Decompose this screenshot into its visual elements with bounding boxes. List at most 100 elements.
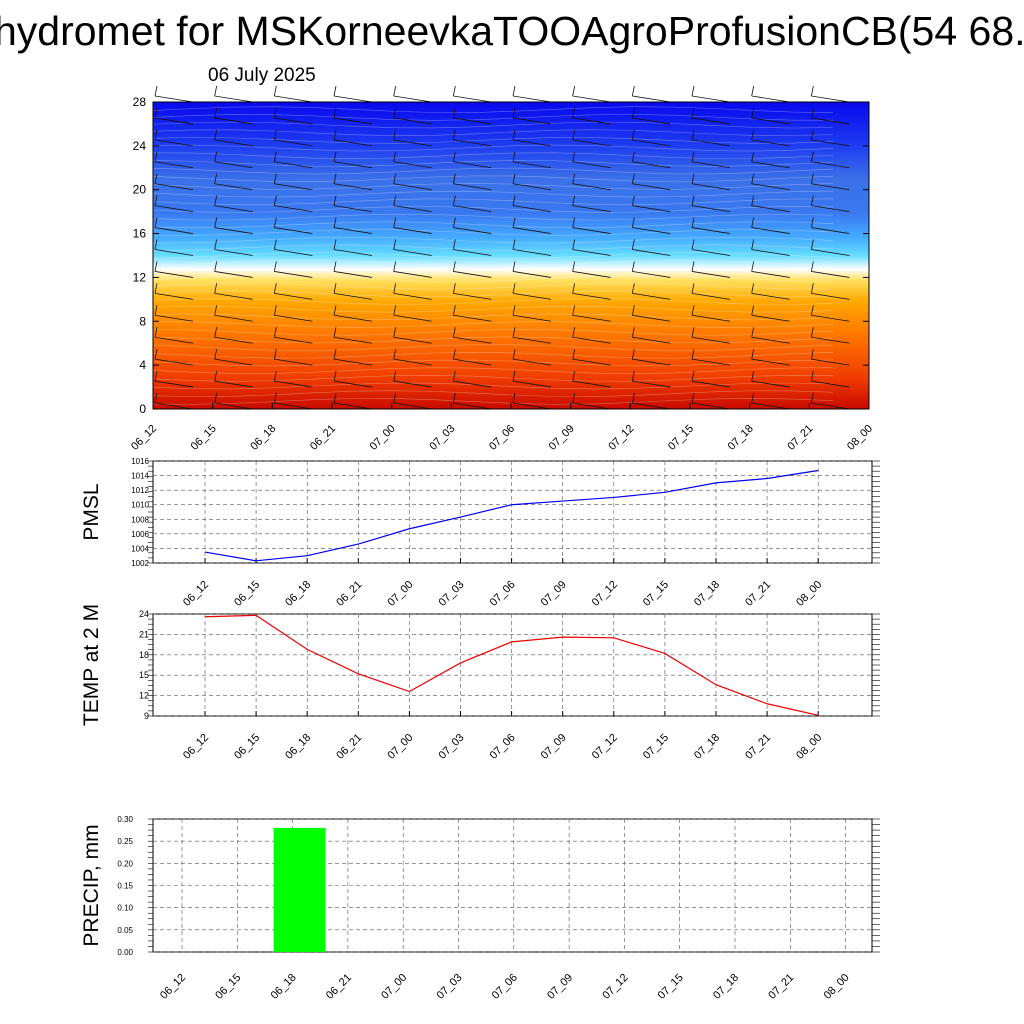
wind-barb <box>453 249 492 256</box>
wind-barb-flag <box>214 370 218 382</box>
wind-barb <box>691 380 731 388</box>
wind-barb-flag <box>214 349 218 360</box>
wind-barb-flag <box>273 151 277 162</box>
wind-barb <box>333 292 373 300</box>
wind-barb-flag <box>691 261 695 272</box>
wind-barb-flag <box>333 217 337 228</box>
heatmap-x-tick-label: 06_15 <box>189 423 219 453</box>
wind-barb-flag <box>810 151 814 162</box>
contour-line <box>152 321 834 328</box>
wind-barb <box>333 183 373 191</box>
wind-barb <box>512 117 552 125</box>
wind-barb-flag <box>751 305 755 316</box>
wind-barb <box>691 402 731 410</box>
precip-x-tick-label: 06_12 <box>158 972 188 1002</box>
wind-barb-flag <box>631 349 635 360</box>
precip-x-tick-label: 07_06 <box>490 972 520 1002</box>
wind-barb-flag <box>393 217 397 228</box>
wind-barb <box>691 358 731 366</box>
wind-barb-flag <box>631 305 635 316</box>
wind-barb-flag <box>691 392 695 404</box>
pmsl-x-tick-label: 07_12 <box>590 579 620 609</box>
pmsl-y-tick-label: 1002 <box>131 559 149 568</box>
precip-y-tick-label: 0.25 <box>117 837 133 846</box>
contour-line <box>152 160 834 167</box>
wind-barb-flag <box>512 370 516 382</box>
wind-barb <box>512 271 552 278</box>
contour-line <box>152 313 834 321</box>
wind-barb-flag <box>512 327 516 338</box>
wind-barb <box>393 271 432 278</box>
wind-barb <box>393 358 432 366</box>
temp-y-axis-label: TEMP at 2 M <box>80 604 103 726</box>
wind-barb-flag <box>214 283 218 294</box>
wind-barb-flag <box>154 370 158 382</box>
contour-line <box>152 152 834 160</box>
wind-barb-flag <box>512 173 516 184</box>
wind-barb-flag <box>452 217 456 228</box>
wind-barb <box>333 205 373 213</box>
wind-barb-flag <box>393 173 397 184</box>
pmsl-x-tick-label: 07_18 <box>692 579 722 609</box>
precip-x-tick-label: 06_15 <box>213 972 243 1002</box>
temp-y-tick-label: 12 <box>139 691 149 701</box>
wind-barb-flag <box>452 283 456 294</box>
wind-barb-flag <box>154 261 158 272</box>
contour-line <box>152 298 834 305</box>
wind-barb <box>572 117 611 125</box>
wind-barb <box>751 139 790 147</box>
wind-barb-flag <box>273 283 277 294</box>
wind-barb-flag <box>214 261 218 272</box>
contour-line <box>152 183 834 190</box>
temp-y-tick-label: 24 <box>139 609 149 619</box>
wind-barb <box>154 358 194 366</box>
heatmap-x-tick-label: 07_06 <box>487 423 517 453</box>
wind-barb <box>811 314 850 322</box>
pmsl-x-tick-label: 07_21 <box>743 579 773 609</box>
wind-barb <box>811 271 850 278</box>
precip-x-tick-label: 08_00 <box>822 972 852 1002</box>
wind-barb <box>214 117 253 125</box>
wind-barb-flag <box>154 85 158 97</box>
wind-barb <box>453 161 492 169</box>
wind-barb-flag <box>810 392 814 404</box>
wind-barb <box>393 314 432 322</box>
wind-barb-flag <box>751 195 755 206</box>
wind-barb-flag <box>631 151 635 162</box>
wind-barb <box>274 95 313 103</box>
wind-barb <box>691 205 731 213</box>
wind-barb <box>393 95 432 103</box>
wind-barb <box>274 117 313 125</box>
wind-barb-flag <box>452 305 456 316</box>
wind-barb-flag <box>572 85 576 97</box>
wind-barb <box>751 161 790 169</box>
contour-line <box>152 144 834 152</box>
wind-barb-flag <box>393 392 397 404</box>
contour-line <box>152 221 834 229</box>
wind-barb-flag <box>333 85 337 97</box>
wind-barb <box>751 292 790 300</box>
wind-barb-flag <box>631 261 635 272</box>
wind-barb-flag <box>273 305 277 316</box>
wind-barb-flag <box>512 217 516 228</box>
precip-x-tick-label: 07_15 <box>656 972 686 1002</box>
wind-barb <box>274 358 313 366</box>
wind-barb-flag <box>512 107 516 119</box>
contour-line <box>152 106 834 113</box>
wind-barb-flag <box>452 370 456 382</box>
wind-barb-flag <box>631 392 635 404</box>
contour-line <box>152 259 834 267</box>
wind-barb <box>274 336 313 344</box>
wind-barb-flag <box>333 151 337 162</box>
pmsl-y-tick-label: 1008 <box>131 515 149 524</box>
wind-barb <box>572 95 611 103</box>
wind-barb-flag <box>273 392 277 404</box>
wind-barb <box>632 271 671 278</box>
wind-barb-flag <box>691 173 695 184</box>
wind-barb-flag <box>751 107 755 119</box>
contour-line <box>152 398 834 405</box>
wind-barb-flag <box>751 349 755 360</box>
wind-barb-flag <box>154 129 158 140</box>
wind-barb-flag <box>572 261 576 272</box>
wind-barb <box>214 380 253 388</box>
